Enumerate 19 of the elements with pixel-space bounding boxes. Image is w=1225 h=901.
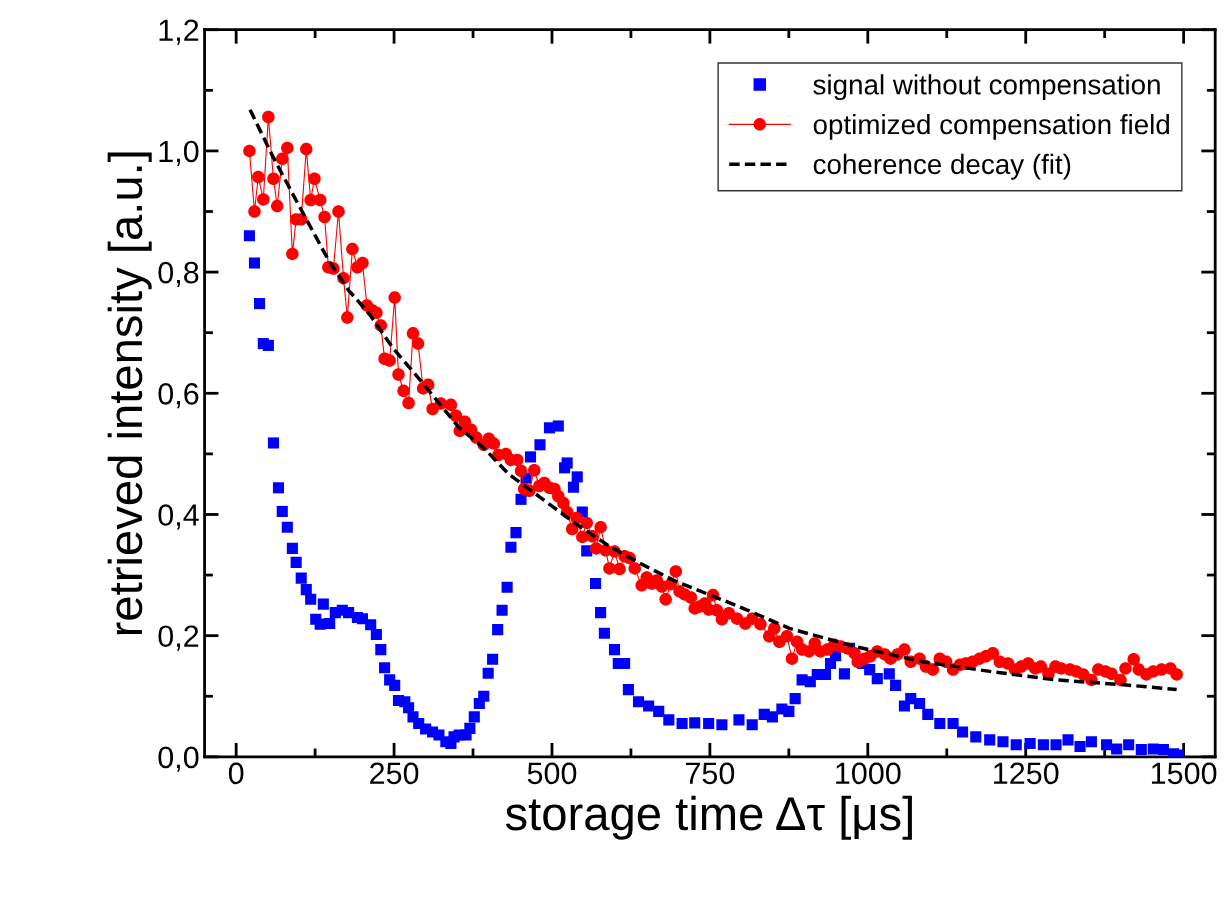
- x-tick-label: 750: [685, 762, 735, 785]
- x-tick-label: 500: [527, 762, 577, 785]
- x-tick-label: 1500: [1151, 762, 1217, 785]
- y-tick-label: 0,8: [158, 261, 199, 288]
- y-tick-label: 0,0: [158, 746, 199, 772]
- x-tick-label: 250: [370, 762, 419, 785]
- x-tick-label: 1000: [836, 762, 901, 785]
- x-axis-title: storage time Δτ [μs]: [505, 795, 912, 840]
- y-tick-label: 0,2: [158, 625, 199, 651]
- y-tick-label: 1,2: [159, 19, 199, 45]
- legend-label: signal without compensation: [813, 74, 1160, 101]
- y-tick-label: 0,4: [158, 504, 199, 530]
- y-tick-label: 0,6: [158, 383, 199, 409]
- legend-label: coherence decay (fit): [813, 153, 1071, 180]
- y-tick-label: 1,0: [159, 140, 199, 166]
- x-tick-label: 1250: [994, 762, 1059, 785]
- legend-label: optimized compensation field: [813, 113, 1169, 140]
- y-axis-title: retrieved intensity [a.u.]: [107, 152, 152, 635]
- x-tick-label: 0: [228, 762, 244, 785]
